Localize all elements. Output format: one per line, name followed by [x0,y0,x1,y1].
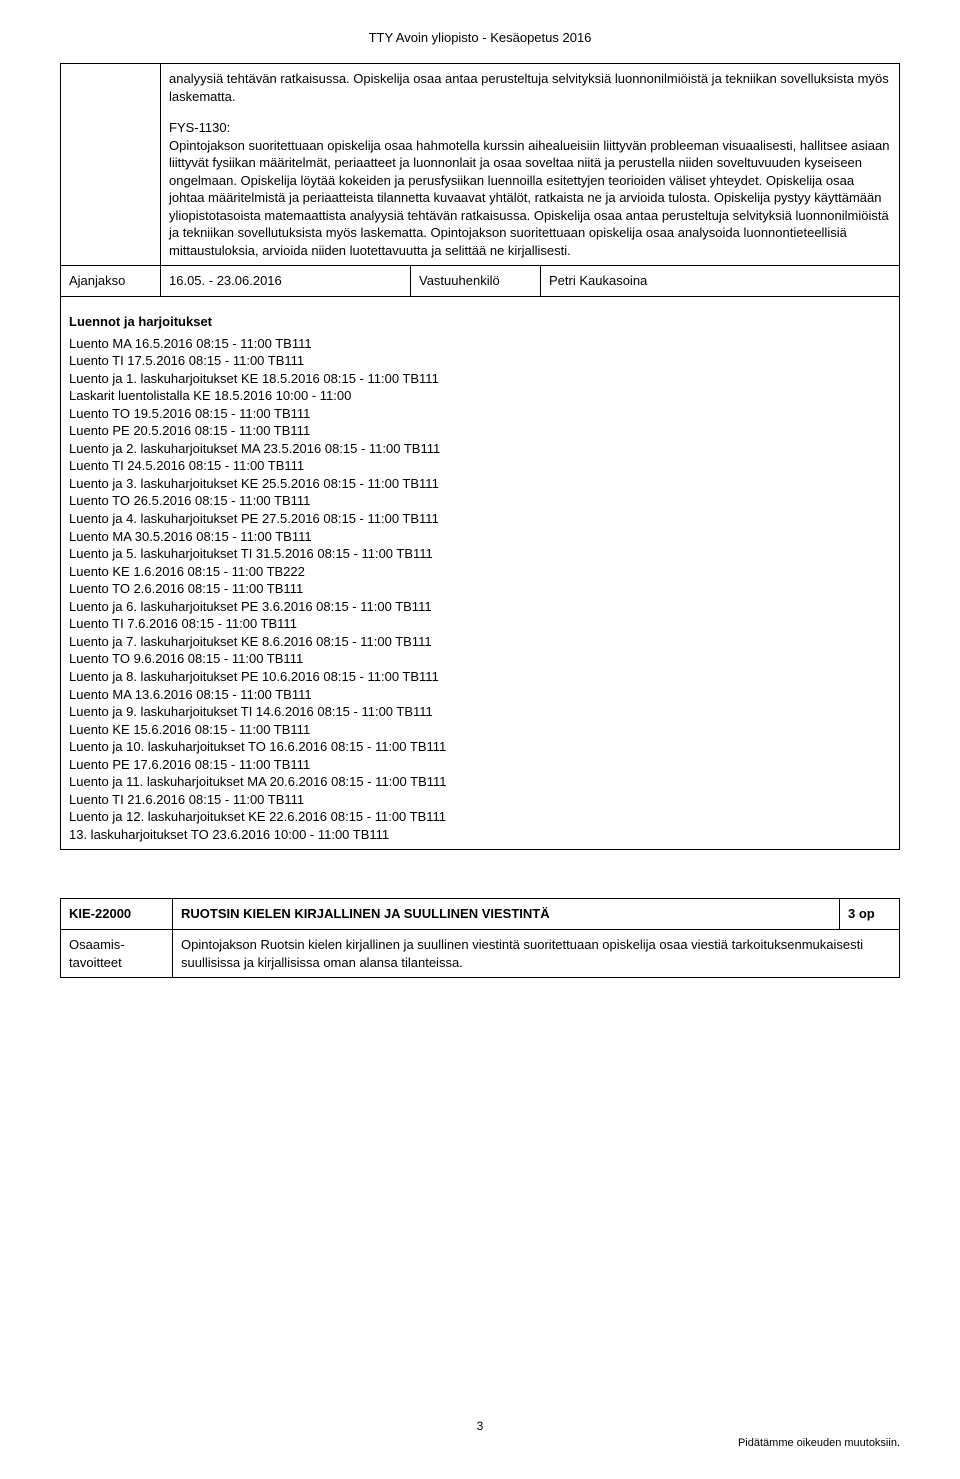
period-label: Ajanjakso [61,266,161,297]
schedule-line: Luento KE 15.6.2016 08:15 - 11:00 TB111 [69,721,891,739]
schedule-line: Luento TI 17.5.2016 08:15 - 11:00 TB111 [69,352,891,370]
footer-note: Pidätämme oikeuden muutoksiin. [60,1437,900,1449]
schedule-line: Luento TO 9.6.2016 08:15 - 11:00 TB111 [69,650,891,668]
schedule-line: Luento TI 21.6.2016 08:15 - 11:00 TB111 [69,791,891,809]
schedule-line: 13. laskuharjoitukset TO 23.6.2016 10:00… [69,826,891,844]
course2-goals-label: Osaamis-tavoitteet [61,929,173,977]
course2-code: KIE-22000 [61,899,173,930]
description-label-cell [61,64,161,266]
description-cell: analyysiä tehtävän ratkaisussa. Opiskeli… [161,64,900,266]
schedule-line: Luento ja 3. laskuharjoitukset KE 25.5.2… [69,475,891,493]
schedule-line: Luento MA 16.5.2016 08:15 - 11:00 TB111 [69,335,891,353]
responsible-name: Petri Kaukasoina [541,266,900,297]
schedule-line: Luento ja 1. laskuharjoitukset KE 18.5.2… [69,370,891,388]
description-para-1: analyysiä tehtävän ratkaisussa. Opiskeli… [169,70,891,105]
schedule-line: Luento MA 13.6.2016 08:15 - 11:00 TB111 [69,686,891,704]
schedule-line: Luento TI 24.5.2016 08:15 - 11:00 TB111 [69,457,891,475]
schedule-cell: Luennot ja harjoitukset Luento MA 16.5.2… [61,297,900,850]
schedule-line: Luento ja 4. laskuharjoitukset PE 27.5.2… [69,510,891,528]
schedule-line: Luento TO 26.5.2016 08:15 - 11:00 TB111 [69,492,891,510]
schedule-list: Luento MA 16.5.2016 08:15 - 11:00 TB111L… [69,335,891,844]
course-code-label: FYS-1130: [169,120,230,135]
schedule-line: Luento ja 12. laskuharjoitukset KE 22.6.… [69,808,891,826]
schedule-line: Luento ja 5. laskuharjoitukset TI 31.5.2… [69,545,891,563]
period-dates: 16.05. - 23.06.2016 [161,266,411,297]
course-info-table: analyysiä tehtävän ratkaisussa. Opiskeli… [60,63,900,850]
schedule-line: Luento TI 7.6.2016 08:15 - 11:00 TB111 [69,615,891,633]
schedule-line: Luento TO 19.5.2016 08:15 - 11:00 TB111 [69,405,891,423]
schedule-line: Luento ja 10. laskuharjoitukset TO 16.6.… [69,738,891,756]
schedule-header: Luennot ja harjoitukset [69,313,891,331]
description-para-2: FYS-1130: Opintojakson suoritettuaan opi… [169,119,891,259]
schedule-line: Luento ja 8. laskuharjoitukset PE 10.6.2… [69,668,891,686]
schedule-line: Luento ja 11. laskuharjoitukset MA 20.6.… [69,773,891,791]
page-number: 3 [60,1419,900,1433]
schedule-line: Luento KE 1.6.2016 08:15 - 11:00 TB222 [69,563,891,581]
schedule-line: Luento ja 6. laskuharjoitukset PE 3.6.20… [69,598,891,616]
course2-goals-text: Opintojakson Ruotsin kielen kirjallinen … [173,929,900,977]
description-body: Opintojakson suoritettuaan opiskelija os… [169,138,889,258]
responsible-label: Vastuuhenkilö [411,266,541,297]
course2-credits: 3 op [840,899,900,930]
course2-table: KIE-22000 RUOTSIN KIELEN KIRJALLINEN JA … [60,898,900,978]
schedule-line: Luento TO 2.6.2016 08:15 - 11:00 TB111 [69,580,891,598]
schedule-line: Luento PE 17.6.2016 08:15 - 11:00 TB111 [69,756,891,774]
schedule-line: Luento MA 30.5.2016 08:15 - 11:00 TB111 [69,528,891,546]
schedule-line: Luento ja 2. laskuharjoitukset MA 23.5.2… [69,440,891,458]
schedule-line: Luento ja 9. laskuharjoitukset TI 14.6.2… [69,703,891,721]
schedule-line: Luento PE 20.5.2016 08:15 - 11:00 TB111 [69,422,891,440]
course2-title: RUOTSIN KIELEN KIRJALLINEN JA SUULLINEN … [173,899,840,930]
schedule-line: Laskarit luentolistalla KE 18.5.2016 10:… [69,387,891,405]
schedule-line: Luento ja 7. laskuharjoitukset KE 8.6.20… [69,633,891,651]
page-header: TTY Avoin yliopisto - Kesäopetus 2016 [60,30,900,45]
